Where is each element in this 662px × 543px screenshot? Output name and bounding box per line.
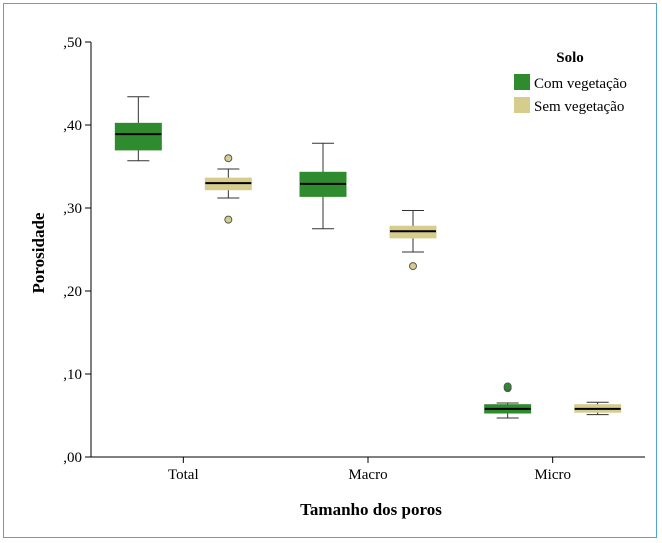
outlier-point [224,154,233,163]
iqr-box [114,122,162,151]
legend-swatch-com-vegetacao [514,74,530,90]
y-tick-label: ,40 [63,118,82,134]
y-tick-label: ,20 [63,284,82,300]
x-tick-label: Total [168,467,199,483]
y-tick-label: ,30 [63,201,82,217]
legend-label-sem-vegetacao: Sem vegetação [534,99,624,115]
box-micro-com-vegetacao [484,382,532,419]
legend: Solo Com vegetação Sem vegetação [514,50,627,115]
x-tick-label: Macro [348,467,387,483]
legend-title: Solo [556,50,584,66]
y-tick-label: ,10 [63,367,82,383]
box-total-sem-vegetacao [204,154,252,224]
y-tick-label: ,00 [63,450,82,466]
box-macro-sem-vegetacao [389,209,437,271]
outlier-point [224,215,233,224]
x-tick-label: Micro [534,467,571,483]
y-tick-label: ,50 [63,35,82,51]
legend-label-com-vegetacao: Com vegetação [534,76,627,92]
legend-swatch-sem-vegetacao [514,97,530,113]
chart-frame [3,3,657,538]
outlier-point [409,262,417,271]
box-macro-com-vegetacao [299,142,347,230]
box-total-com-vegetacao [114,96,162,162]
outlier-point [503,382,512,391]
y-axis-title: Porosidade [29,212,48,293]
box-micro-sem-vegetacao [574,401,622,416]
x-axis-title: Tamanho dos poros [300,500,442,519]
